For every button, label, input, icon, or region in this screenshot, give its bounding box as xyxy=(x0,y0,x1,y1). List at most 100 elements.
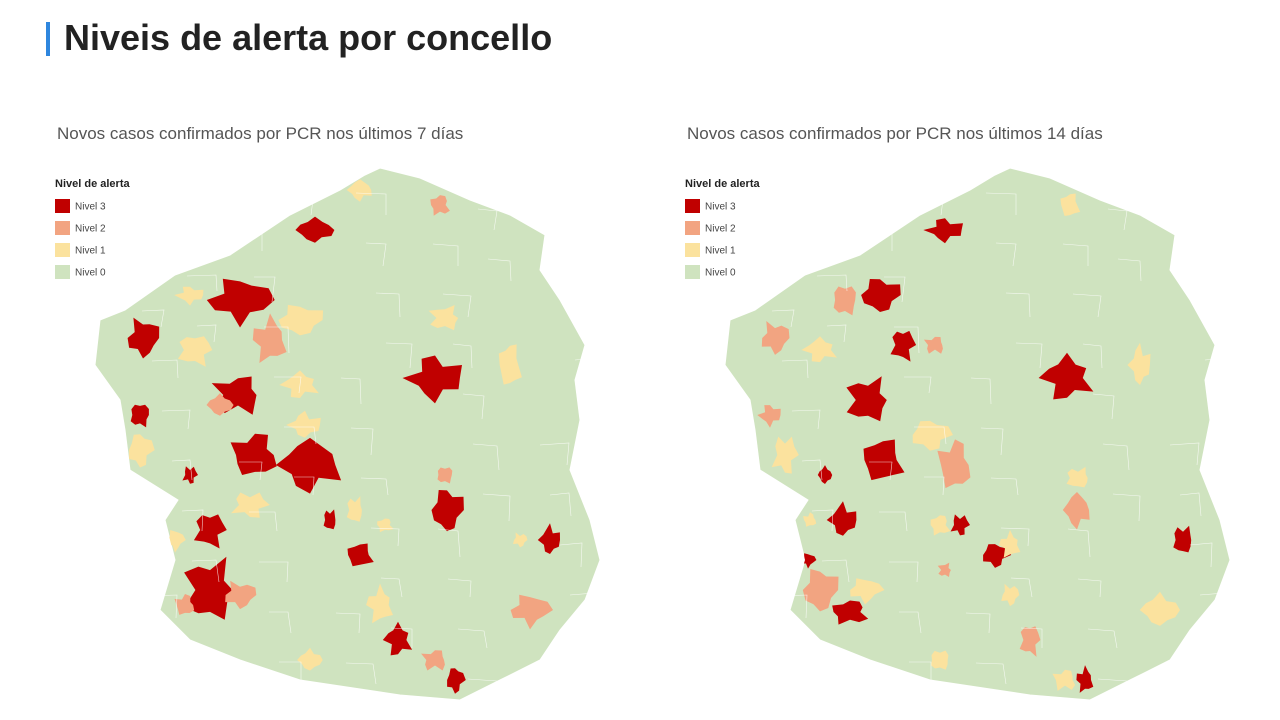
municipality xyxy=(225,580,257,610)
boundary xyxy=(914,426,947,445)
boundary xyxy=(1072,293,1102,318)
municipality xyxy=(206,393,234,416)
boundary xyxy=(365,242,387,267)
boundary xyxy=(254,276,276,303)
boundary xyxy=(1179,492,1202,517)
municipality xyxy=(983,544,1012,568)
map-subtitle: Novos casos confirmados por PCR nos últi… xyxy=(57,124,463,143)
boundary xyxy=(355,192,387,215)
legend-title: Nivel de alerta xyxy=(55,178,130,190)
municipality xyxy=(1001,583,1020,607)
municipality xyxy=(930,515,951,536)
municipality xyxy=(279,370,319,398)
boundary xyxy=(995,242,1017,267)
map xyxy=(724,167,1231,701)
boundary xyxy=(380,577,403,598)
boundary xyxy=(294,476,315,496)
boundary xyxy=(284,426,317,445)
boundary xyxy=(151,359,179,379)
boundary xyxy=(452,343,473,369)
municipality xyxy=(537,523,560,554)
municipality xyxy=(801,336,837,363)
municipality xyxy=(510,594,553,630)
boundary xyxy=(264,326,290,354)
municipality xyxy=(761,321,790,355)
map xyxy=(94,167,601,701)
map-subtitle: Novos casos confirmados por PCR nos últi… xyxy=(687,124,1103,143)
boundary xyxy=(1169,442,1200,466)
municipality xyxy=(937,439,971,489)
municipality xyxy=(130,404,149,428)
boundary xyxy=(539,442,570,466)
municipality xyxy=(347,543,374,567)
legend-label: Nivel 2 xyxy=(75,224,106,235)
boundary xyxy=(1010,577,1033,598)
boundary xyxy=(335,612,361,634)
boundary xyxy=(811,509,834,532)
municipality xyxy=(1038,352,1094,400)
boundary xyxy=(909,661,932,684)
municipality xyxy=(950,514,970,536)
boundary xyxy=(385,342,413,369)
municipality xyxy=(366,583,393,624)
boundary xyxy=(462,393,485,420)
municipality xyxy=(231,492,270,518)
municipality xyxy=(252,313,287,363)
boundary xyxy=(141,309,165,328)
boundary xyxy=(1000,527,1030,547)
municipality xyxy=(286,410,321,438)
municipality xyxy=(1139,591,1180,626)
boundary xyxy=(477,208,498,231)
boundary xyxy=(786,644,811,670)
boundary xyxy=(894,326,920,354)
municipality xyxy=(498,344,522,385)
boundary xyxy=(239,461,263,481)
boundary xyxy=(437,528,461,558)
boundary xyxy=(1087,628,1118,649)
boundary xyxy=(965,612,991,634)
municipality xyxy=(278,304,324,336)
boundary xyxy=(924,476,945,496)
municipality xyxy=(513,532,528,548)
municipalities xyxy=(729,172,1230,699)
boundary xyxy=(1174,207,1200,225)
boundary xyxy=(1189,542,1213,568)
boundary xyxy=(1209,642,1230,669)
boundary xyxy=(457,628,488,649)
municipality xyxy=(817,465,833,484)
legend-swatch xyxy=(685,265,700,279)
boundary xyxy=(889,561,919,583)
boundary xyxy=(442,293,472,318)
boundary xyxy=(1015,342,1043,369)
municipality xyxy=(1060,193,1081,216)
boundary xyxy=(186,274,218,292)
municipality xyxy=(890,330,917,362)
boundary xyxy=(181,509,204,532)
municipality xyxy=(431,490,464,532)
boundary xyxy=(544,207,570,225)
municipality xyxy=(800,553,817,569)
boundary xyxy=(1077,578,1102,598)
legend-title: Nivel de alerta xyxy=(685,178,760,190)
boundary xyxy=(970,377,992,405)
boundary xyxy=(899,611,922,634)
municipality xyxy=(1066,466,1088,488)
municipalities xyxy=(99,172,600,699)
municipality xyxy=(174,594,195,615)
municipality xyxy=(757,405,781,428)
boundary xyxy=(781,359,809,379)
boundary xyxy=(985,192,1017,215)
boundary xyxy=(554,257,583,277)
boundary xyxy=(975,662,1007,685)
boundary xyxy=(432,243,459,266)
municipality xyxy=(861,279,901,312)
boundary xyxy=(879,511,908,532)
boundary xyxy=(1184,257,1213,277)
boundary xyxy=(156,644,181,670)
boundary xyxy=(482,493,511,522)
municipality xyxy=(832,600,869,625)
municipality xyxy=(430,195,450,216)
municipality xyxy=(1019,626,1041,657)
municipality xyxy=(863,439,905,481)
